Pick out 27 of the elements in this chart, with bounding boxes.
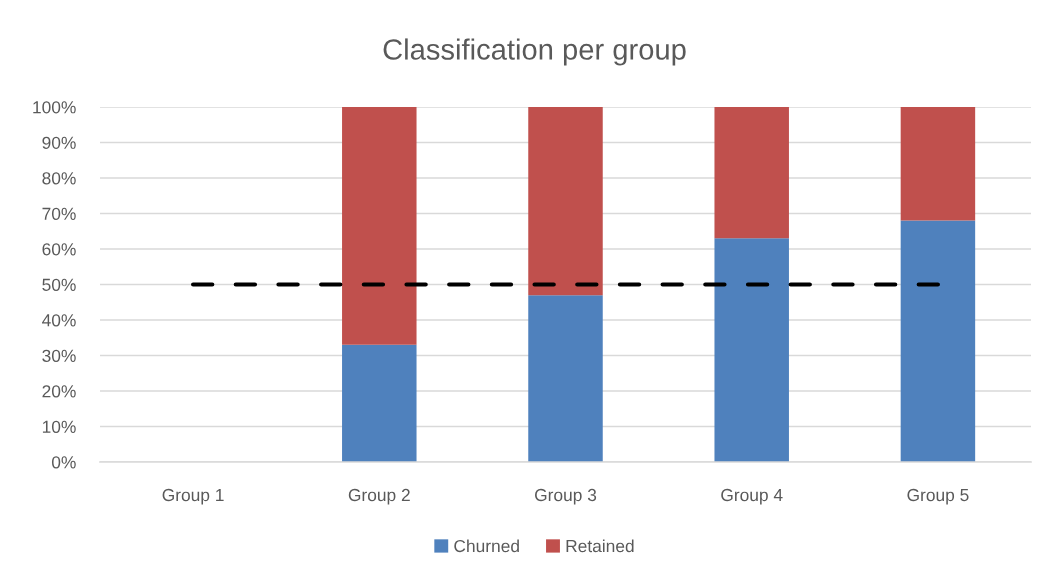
y-tick-label: 50% <box>42 278 76 291</box>
y-tick-label: 70% <box>42 207 76 220</box>
legend-label: Churned <box>454 539 519 553</box>
chart-title: Classification per group <box>383 38 686 66</box>
bar <box>528 106 603 296</box>
x-tick-label: Group 1 <box>162 488 224 505</box>
y-tick-label: 40% <box>42 314 76 327</box>
x-tick-label: Group 5 <box>907 488 969 505</box>
bar <box>714 238 789 462</box>
bar <box>528 295 603 462</box>
bar <box>714 106 789 239</box>
legend-label: Retained <box>566 539 634 553</box>
x-tick-label: Group 4 <box>721 488 783 505</box>
y-tick-label: 100% <box>33 101 76 114</box>
bar <box>900 106 976 221</box>
bar <box>342 106 417 345</box>
bar <box>900 220 976 462</box>
y-tick-label: 0% <box>51 456 76 469</box>
y-tick-label: 30% <box>42 349 76 362</box>
y-tick-label: 90% <box>42 136 76 149</box>
y-tick-label: 80% <box>42 172 76 185</box>
y-tick-label: 10% <box>42 420 76 433</box>
y-tick-label: 20% <box>42 385 76 398</box>
x-tick-label: Group 3 <box>535 488 597 505</box>
x-tick-label: Group 2 <box>348 488 410 505</box>
y-tick-label: 60% <box>42 243 76 256</box>
bar <box>342 344 417 462</box>
